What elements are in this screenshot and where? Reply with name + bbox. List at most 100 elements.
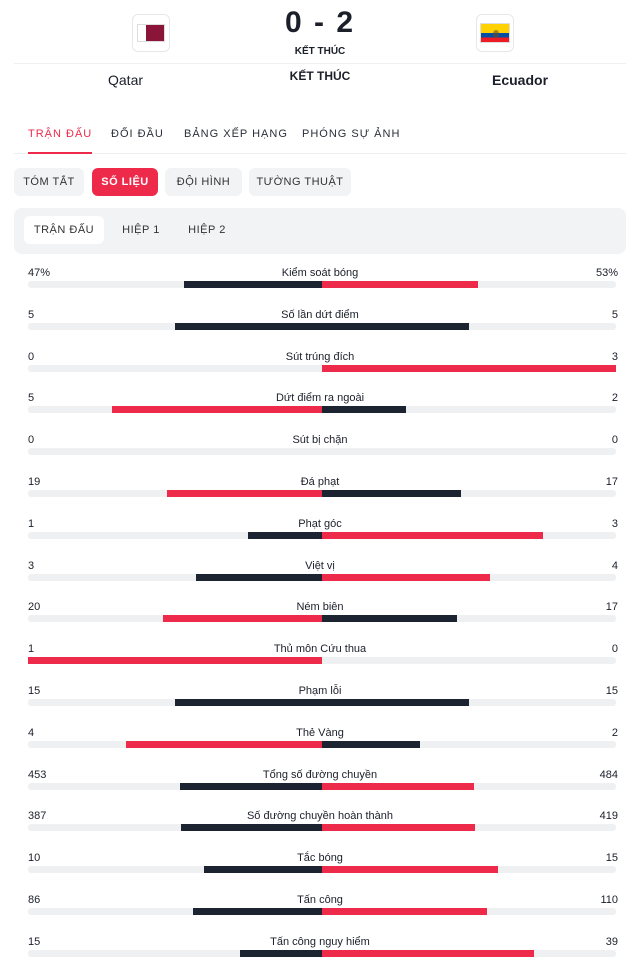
stat-home-value: 1 — [28, 517, 35, 530]
stat-away-value: 39 — [605, 935, 618, 948]
stat-bar-home — [196, 573, 322, 581]
stat-label: Việt vị — [305, 559, 335, 572]
stat-bar-away — [322, 322, 469, 330]
stat-away-value: 53% — [595, 267, 618, 279]
stat-away-value: 3 — [611, 350, 618, 363]
stat-away-value: 484 — [599, 768, 618, 781]
stat-row: 3 Việt vị 4 — [0, 560, 640, 602]
stat-home-value: 47% — [28, 267, 51, 279]
stat-bar-home — [28, 657, 322, 665]
header-divider — [14, 63, 626, 64]
stat-bar-track — [28, 657, 616, 665]
stat-bar-away — [322, 573, 490, 581]
tab-match[interactable]: TRẬN ĐẤU — [28, 128, 93, 154]
stat-bar-home — [112, 406, 322, 414]
main-tabs: TRẬN ĐẤU ĐỐI ĐẦU BẢNG XẾP HẠNG PHÓNG SỰ … — [14, 118, 626, 154]
period-full-match[interactable]: TRẬN ĐẤU — [24, 216, 104, 244]
stat-away-value: 2 — [611, 726, 618, 739]
stat-away-value: 15 — [605, 852, 618, 865]
stat-home-value: 20 — [28, 601, 41, 614]
stat-row: 19 Đá phạt 17 — [0, 476, 640, 518]
stat-home-value: 0 — [28, 350, 35, 363]
stat-label: Tổng số đường chuyền — [262, 768, 378, 781]
team-away-flag[interactable] — [476, 14, 514, 52]
stat-away-value: 2 — [611, 392, 618, 405]
stat-away-value: 110 — [600, 894, 618, 906]
stat-bar-away — [322, 615, 457, 623]
stat-row: 86 Tấn công 110 — [0, 894, 640, 936]
stat-home-value: 387 — [28, 810, 47, 823]
subtab-lineups[interactable]: ĐỘI HÌNH — [165, 168, 242, 196]
stat-bar-home — [204, 866, 322, 874]
stat-away-value: 0 — [611, 434, 618, 447]
stat-label: Tấn công — [297, 894, 343, 906]
stat-home-value: 1 — [28, 643, 35, 656]
tab-standings[interactable]: BẢNG XẾP HẠNG — [184, 128, 288, 140]
stat-label: Thủ môn Cứu thua — [273, 643, 367, 656]
stat-away-value: 3 — [611, 517, 618, 530]
stat-home-value: 15 — [28, 685, 41, 697]
stat-bar-away — [322, 406, 406, 414]
tab-head-to-head[interactable]: ĐỐI ĐẦU — [111, 128, 164, 140]
stat-away-value: 17 — [605, 601, 618, 614]
stat-bar-home — [163, 615, 322, 623]
stat-label: Số lần dứt điểm — [281, 308, 359, 321]
stat-bar-home — [175, 699, 322, 706]
stat-bar-home — [167, 490, 322, 497]
stat-bar-home — [184, 281, 322, 288]
stat-row: 0 Sút bị chặn 0 — [0, 434, 640, 476]
stat-label: Đá phạt — [300, 476, 340, 488]
subtab-commentary[interactable]: TƯỜNG THUẬT — [249, 168, 351, 196]
stat-away-value: 15 — [605, 685, 618, 697]
stat-bar-away — [322, 908, 487, 915]
stat-row: 15 Phạm lỗi 15 — [0, 685, 640, 727]
stat-row: 5 Dứt điểm ra ngoài 2 — [0, 392, 640, 434]
stat-row: 0 Sút trúng đích 3 — [0, 351, 640, 393]
stat-home-value: 4 — [28, 726, 35, 739]
stat-bar-track — [28, 448, 616, 456]
stat-bar-away — [322, 531, 543, 539]
period-first-half[interactable]: HIỆP 1 — [122, 224, 160, 236]
team-away-name[interactable]: Ecuador — [492, 72, 549, 88]
stat-bar-home — [248, 531, 322, 539]
stat-bar-away — [322, 866, 498, 874]
stat-row: 1 Thủ môn Cứu thua 0 — [0, 643, 640, 685]
stat-home-value: 86 — [28, 894, 41, 906]
stat-bar-home — [193, 908, 322, 915]
stat-label: Sút trúng đích — [285, 350, 355, 363]
stat-row: 47% Kiểm soát bóng 53% — [0, 267, 640, 309]
stat-bar-away — [322, 949, 534, 957]
match-score: 0 - 2 — [284, 6, 356, 39]
team-home-name[interactable]: Qatar — [108, 72, 144, 88]
match-status-small: KẾT THÚC — [294, 46, 346, 57]
stat-bar-away — [322, 281, 478, 288]
stat-label: Số đường chuyền hoàn thành — [246, 810, 394, 823]
stat-bar-home — [181, 824, 322, 832]
stat-bar-away — [322, 490, 461, 497]
subtab-stats[interactable]: SỐ LIỆU — [92, 168, 158, 196]
ecuador-flag-icon — [480, 23, 510, 43]
stat-bar-away — [322, 364, 616, 372]
stat-away-value: 0 — [611, 643, 618, 656]
period-selector: TRẬN ĐẤU HIỆP 1 HIỆP 2 — [14, 208, 626, 254]
period-second-half[interactable]: HIỆP 2 — [188, 224, 226, 236]
stat-row: 4 Thẻ Vàng 2 — [0, 727, 640, 769]
stat-bar-home — [175, 322, 322, 330]
subtab-summary[interactable]: TÓM TẮT — [14, 168, 84, 196]
stat-row: 387 Số đường chuyền hoàn thành 419 — [0, 810, 640, 852]
stat-home-value: 19 — [28, 476, 41, 488]
team-home-flag[interactable] — [132, 14, 170, 52]
stat-home-value: 5 — [28, 308, 35, 321]
stat-row: 20 Ném biên 17 — [0, 601, 640, 643]
tab-photo-report[interactable]: PHÓNG SỰ ẢNH — [302, 128, 401, 140]
stat-bar-away — [322, 699, 469, 706]
stat-home-value: 10 — [28, 852, 41, 865]
qatar-flag-icon — [137, 24, 165, 42]
stat-label: Thẻ Vàng — [296, 726, 344, 739]
stat-label: Dứt điểm ra ngoài — [275, 392, 365, 405]
stat-label: Phạt góc — [298, 517, 342, 530]
stat-label: Tắc bóng — [297, 852, 343, 865]
stat-label: Ném biên — [296, 601, 344, 614]
stat-home-value: 0 — [28, 434, 35, 447]
stat-away-value: 5 — [611, 308, 618, 321]
